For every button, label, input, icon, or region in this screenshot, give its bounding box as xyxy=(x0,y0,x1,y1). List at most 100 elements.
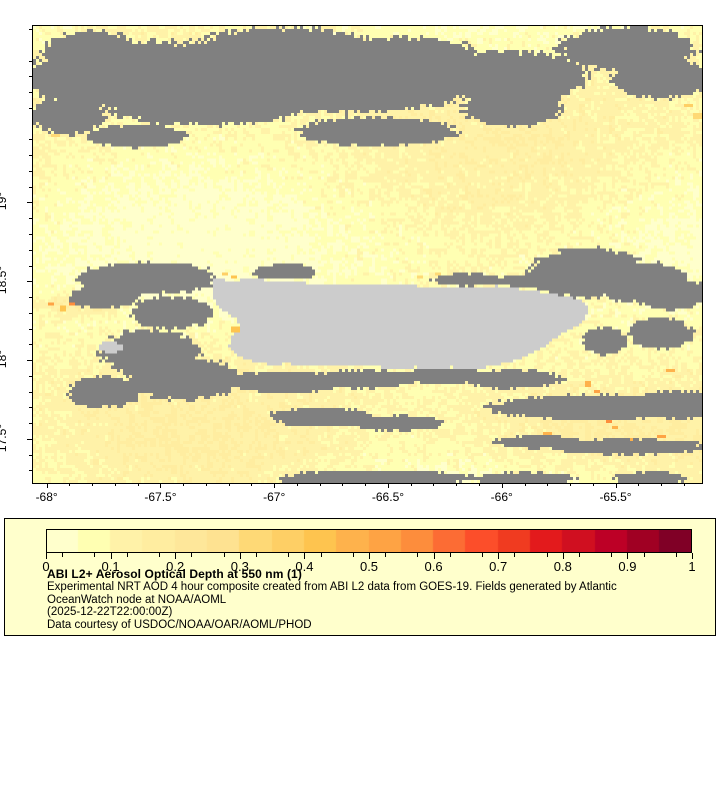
colorbar-tick-label: 1 xyxy=(688,559,696,574)
x-tick-label: -67.5° xyxy=(144,490,177,504)
x-tick-label: -66.5° xyxy=(371,490,405,504)
colorbar-tick-minor xyxy=(352,553,354,557)
x-tick-minor xyxy=(296,483,298,486)
x-tick-minor xyxy=(205,483,207,486)
colorbar-tick-minor xyxy=(223,553,225,557)
y-tick-minor xyxy=(29,139,32,141)
colorbar-tick-major xyxy=(433,553,435,559)
y-tick-minor xyxy=(29,107,32,109)
x-tick-label: -66° xyxy=(490,490,513,504)
colorbar-tick-minor xyxy=(449,553,451,557)
colorbar-tick-label: 0.6 xyxy=(424,559,443,574)
x-tick-minor xyxy=(683,483,685,486)
x-tick-minor xyxy=(342,483,344,486)
x-tick-minor xyxy=(433,483,435,486)
colorbar-tick-minor xyxy=(94,553,96,557)
colorbar-tick-minor xyxy=(546,553,548,557)
y-tick-major xyxy=(27,281,32,283)
y-tick-minor xyxy=(29,155,32,157)
y-tick-major xyxy=(27,438,32,440)
legend-description: Experimental NRT AOD 4 hour composite cr… xyxy=(47,581,707,631)
x-tick-major xyxy=(501,483,503,488)
colorbar-tick-minor xyxy=(255,553,257,557)
y-tick-minor xyxy=(29,234,32,235)
colorbar-tick-label: 0.5 xyxy=(359,559,379,574)
colorbar-tick-minor xyxy=(191,553,193,557)
x-tick-label: -65.5° xyxy=(599,490,632,504)
legend-line-3: (2025-12-22T22:00:00Z) xyxy=(47,606,173,619)
legend-title: ABI L2+ Aerosol Optical Depth at 550 nm … xyxy=(47,567,302,581)
y-tick-major xyxy=(27,202,32,204)
x-tick-major xyxy=(387,483,389,488)
map-plot-area[interactable] xyxy=(32,25,703,484)
x-tick-label: -68° xyxy=(35,490,58,504)
x-tick-major xyxy=(274,483,276,488)
colorbar-tick-minor xyxy=(126,553,128,557)
y-tick-minor xyxy=(29,60,32,62)
colorbar-tick-minor xyxy=(159,553,161,557)
x-tick-minor xyxy=(319,483,321,486)
colorbar-tick-minor xyxy=(482,553,484,557)
colorbar-tick-label: 0.4 xyxy=(295,559,314,574)
y-tick-minor xyxy=(29,391,32,393)
x-tick-minor xyxy=(661,483,663,486)
x-tick-minor xyxy=(570,483,572,486)
y-tick-minor xyxy=(29,328,32,330)
y-tick-label: 18.5° xyxy=(0,266,9,295)
x-tick-major xyxy=(160,483,162,488)
y-tick-minor xyxy=(29,29,32,31)
colorbar-tick-major xyxy=(692,553,693,559)
colorbar-tick-major xyxy=(369,553,370,559)
colorbar-tick-label: 0.7 xyxy=(489,559,508,574)
y-tick-minor xyxy=(29,423,32,425)
x-tick-minor xyxy=(479,483,480,486)
colorbar-tick-major xyxy=(175,553,177,559)
colorbar-tick-label: 0.9 xyxy=(618,559,637,574)
y-tick-label: 18° xyxy=(0,350,9,369)
colorbar-tick-label: 0.8 xyxy=(553,559,572,574)
colorbar-tick-major xyxy=(304,553,306,559)
colorbar-tick-minor xyxy=(320,553,322,557)
colorbar-tick-minor xyxy=(611,553,613,557)
y-tick-minor xyxy=(29,470,32,472)
legend-line-1: Experimental NRT AOD 4 hour composite cr… xyxy=(47,581,617,593)
colorbar-tick-minor xyxy=(675,553,677,557)
x-tick-minor xyxy=(183,483,185,486)
y-tick-minor xyxy=(29,218,32,220)
colorbar-tick-major xyxy=(627,553,629,559)
colorbar-tick-major xyxy=(239,553,241,559)
colorbar[interactable] xyxy=(46,529,692,553)
legend-line-2: OceanWatch node at NOAA/AOML xyxy=(47,593,227,606)
x-tick-minor xyxy=(228,483,230,486)
colorbar-tick-minor xyxy=(578,553,580,557)
aod-heatmap-canvas[interactable] xyxy=(33,26,702,483)
y-tick-minor xyxy=(29,375,32,377)
y-tick-label: 17.5° xyxy=(0,423,9,452)
colorbar-tick-major xyxy=(498,553,500,559)
x-tick-minor xyxy=(365,483,367,486)
x-tick-minor xyxy=(638,483,640,486)
colorbar-tick-minor xyxy=(288,553,290,557)
colorbar-tick-minor xyxy=(62,553,64,557)
colorbar-tick-minor xyxy=(385,553,387,557)
y-tick-minor xyxy=(29,92,32,94)
colorbar-tick-label: 0 xyxy=(42,559,50,574)
colorbar-tick-major xyxy=(46,553,47,559)
colorbar-tick-major xyxy=(110,553,112,559)
y-tick-minor xyxy=(29,454,32,456)
y-tick-major xyxy=(27,360,32,362)
x-tick-minor xyxy=(251,483,253,486)
x-tick-minor xyxy=(524,483,526,486)
x-tick-minor xyxy=(410,483,412,486)
x-tick-major xyxy=(46,483,48,488)
x-tick-minor xyxy=(592,483,594,486)
x-tick-minor xyxy=(69,483,71,486)
colorbar-tick-minor xyxy=(417,553,419,557)
y-tick-minor xyxy=(29,344,32,346)
colorbar-tick-label: 0.2 xyxy=(166,559,185,574)
x-tick-label: -67° xyxy=(263,490,286,504)
colorbar-tick-minor xyxy=(514,553,516,557)
x-tick-minor xyxy=(456,483,458,486)
legend-line-4: Data courtesy of USDOC/NOAA/OAR/AOML/PHO… xyxy=(47,618,312,631)
